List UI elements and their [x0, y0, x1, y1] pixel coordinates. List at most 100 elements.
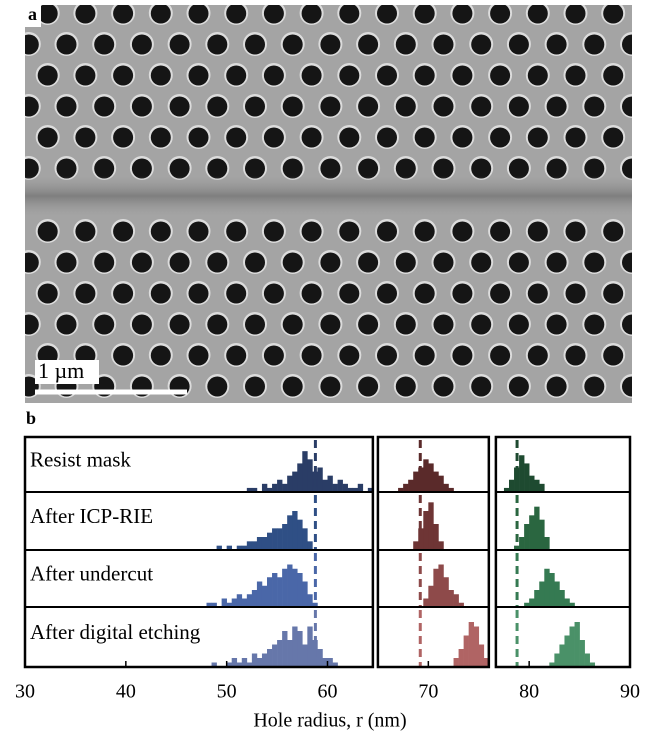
hole — [320, 96, 341, 117]
hist-bar — [549, 662, 555, 667]
hist-bar — [256, 537, 263, 550]
hist-bar — [267, 487, 273, 492]
hole — [282, 376, 303, 397]
hole — [320, 314, 341, 335]
hole — [94, 34, 115, 55]
hole — [358, 376, 379, 397]
hist-bar — [272, 644, 278, 667]
hist-bar — [534, 506, 540, 550]
hole — [56, 34, 77, 55]
histogram — [418, 610, 489, 667]
hole — [56, 158, 77, 179]
hole — [169, 158, 190, 179]
hist-bar — [317, 649, 323, 667]
hist-bar — [327, 658, 333, 667]
hole — [301, 345, 322, 366]
hist-bar — [458, 602, 464, 607]
hole — [452, 5, 473, 24]
hole — [508, 96, 529, 117]
hist-bar — [206, 602, 212, 607]
hole — [414, 127, 435, 148]
hist-bar — [246, 662, 253, 667]
hist-bar — [256, 581, 263, 607]
hole — [56, 252, 77, 273]
hist-bar — [241, 598, 248, 607]
hole — [377, 5, 397, 24]
hist-bar — [302, 528, 308, 550]
hole — [25, 314, 39, 335]
hole — [226, 65, 247, 86]
hist-bar — [272, 573, 278, 607]
hole — [414, 5, 435, 24]
hole — [150, 5, 171, 24]
hole — [245, 96, 265, 117]
hist-bar — [221, 598, 227, 607]
hist-bar — [463, 635, 469, 667]
hist-bar — [236, 662, 243, 667]
row-label: After undercut — [30, 561, 153, 585]
x-axis-label: Hole radius, r (nm) — [253, 710, 406, 732]
hole — [490, 5, 511, 24]
hist-bar — [322, 479, 328, 492]
hole — [527, 65, 548, 86]
histogram — [398, 440, 454, 492]
hole — [75, 221, 96, 242]
hole — [471, 34, 492, 55]
hist-bar — [524, 524, 530, 550]
hole — [546, 158, 567, 179]
hole — [603, 283, 624, 304]
hole — [226, 127, 247, 148]
hole — [113, 283, 134, 304]
hist-bar — [287, 564, 293, 607]
hole — [226, 283, 247, 304]
hist-bar — [292, 626, 298, 667]
hole-rim — [0, 343, 22, 367]
hole — [263, 345, 284, 366]
hist-bar — [468, 622, 475, 667]
hole — [452, 127, 473, 148]
sem-image — [0, 1, 632, 403]
x-tick-label: 50 — [217, 681, 237, 703]
hist-bar — [473, 626, 480, 667]
hist-bar — [251, 653, 258, 667]
hist-bar — [261, 585, 268, 607]
panel-label: a — [28, 4, 37, 24]
hole — [622, 252, 632, 273]
hole — [263, 5, 284, 24]
hole — [565, 345, 586, 366]
hist-bar — [519, 455, 525, 492]
hole — [25, 158, 39, 179]
hole — [301, 221, 322, 242]
histogram — [246, 440, 373, 492]
hole — [0, 346, 20, 366]
hist-bar — [287, 475, 293, 492]
hole — [207, 34, 228, 55]
hole — [377, 221, 397, 242]
hole — [584, 34, 605, 55]
panel-frame — [494, 435, 632, 669]
x-tick-label: 60 — [318, 681, 338, 703]
hole — [131, 96, 152, 117]
hist-bar — [357, 483, 364, 492]
hist-bar — [282, 568, 288, 607]
hole-rim — [0, 125, 22, 149]
hist-bar — [297, 631, 303, 667]
hist-bar — [569, 626, 575, 667]
hole-rim — [0, 219, 22, 243]
hist-bar — [261, 537, 268, 550]
hist-bar — [287, 515, 293, 550]
hole — [395, 158, 416, 179]
hole — [414, 345, 435, 366]
hist-bar — [342, 483, 348, 492]
hole — [546, 96, 567, 117]
hole — [395, 314, 416, 335]
hist-bar — [277, 528, 283, 550]
histogram — [413, 495, 444, 550]
hist-bar — [413, 541, 419, 550]
hole — [508, 376, 529, 397]
hole — [37, 5, 58, 24]
hist-bar — [236, 545, 243, 550]
hole — [207, 158, 228, 179]
hist-bar — [453, 594, 459, 607]
hole-rim — [0, 1, 22, 25]
